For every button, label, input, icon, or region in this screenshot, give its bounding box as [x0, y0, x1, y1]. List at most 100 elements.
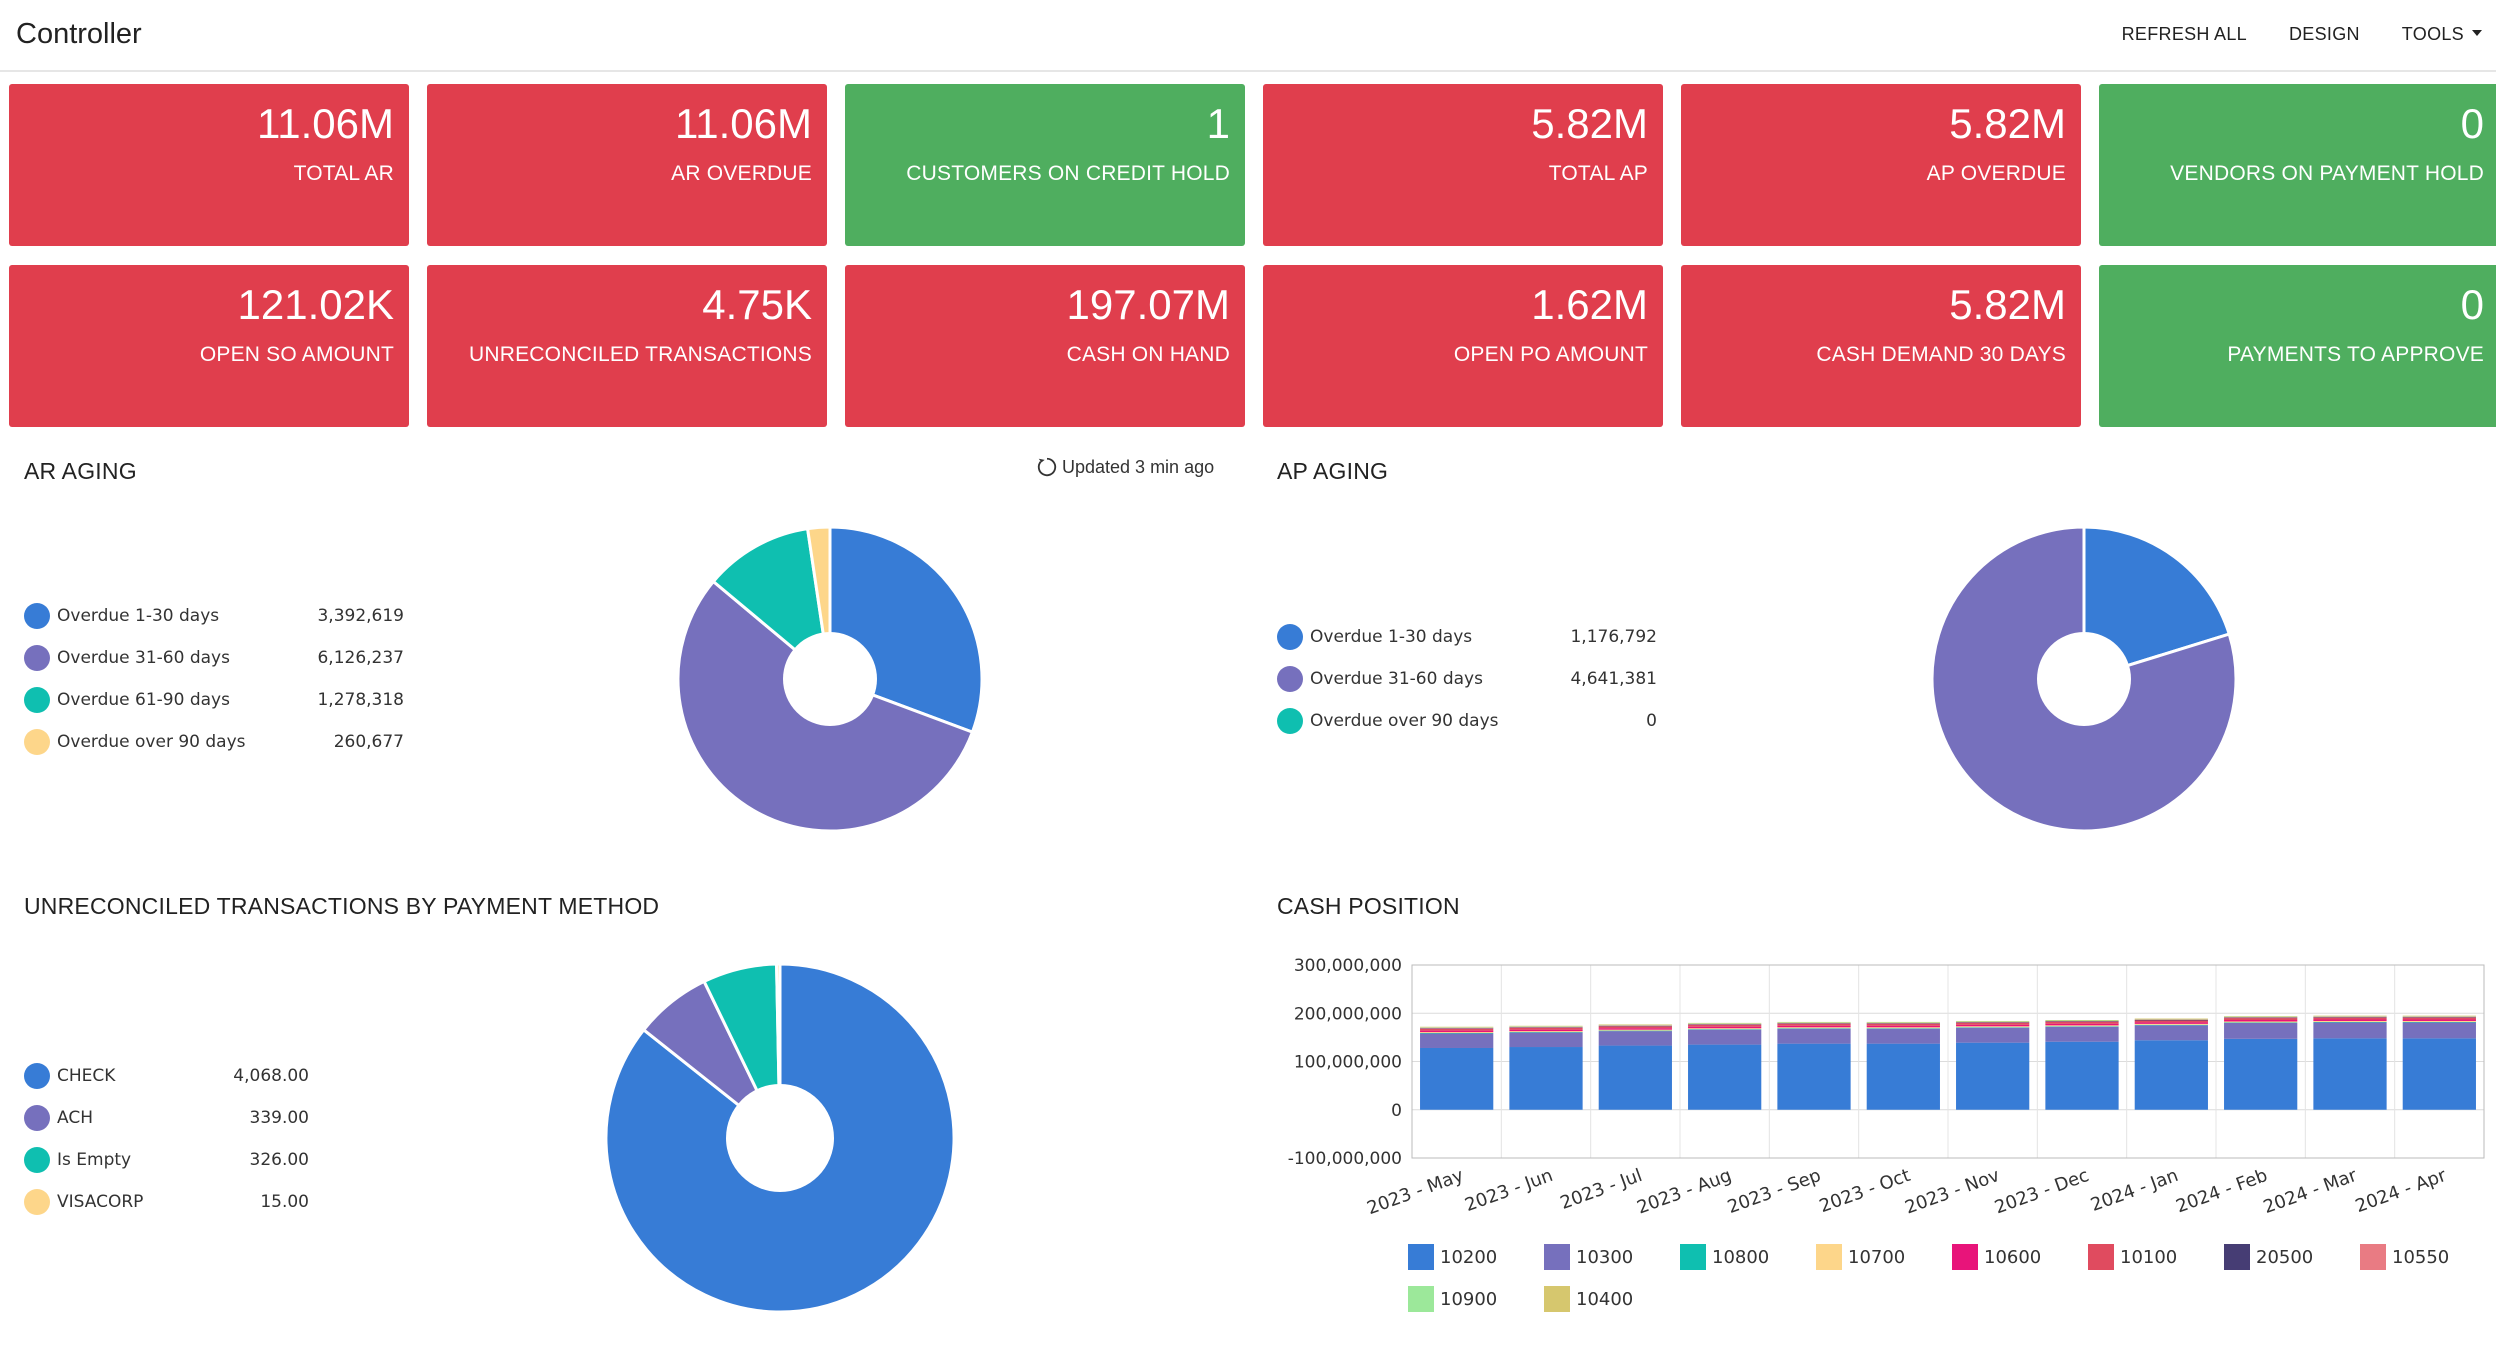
bar-segment-10600[interactable]	[2045, 1023, 2119, 1026]
legend-item-10600[interactable]: 10600	[1952, 1244, 2041, 1270]
bar-segment-10900[interactable]	[1598, 1024, 1672, 1026]
bar-segment-10700[interactable]	[2313, 1020, 2387, 1022]
bar-segment-10300[interactable]	[1420, 1033, 1494, 1048]
bar-segment-10800[interactable]	[1598, 1030, 1672, 1032]
bar-segment-10700[interactable]	[2045, 1025, 2119, 1027]
kpi-tile-unreconciled-transactions[interactable]: 4.75K UNRECONCILED TRANSACTIONS	[427, 265, 827, 427]
bar-segment-10800[interactable]	[1509, 1032, 1583, 1033]
bar-segment-10900[interactable]	[1688, 1023, 1762, 1024]
bar-segment-10800[interactable]	[1956, 1027, 2030, 1028]
bar-segment-10400[interactable]	[1598, 1024, 1672, 1025]
bar-segment-10800[interactable]	[2134, 1024, 2208, 1026]
bar-segment-10900[interactable]	[2402, 1016, 2476, 1017]
legend-item-10400[interactable]: 10400	[1544, 1286, 1633, 1312]
bar-segment-10550[interactable]	[1866, 1022, 1940, 1024]
legend-item-10550[interactable]: 10550	[2360, 1244, 2449, 1270]
bar-segment-10700[interactable]	[1956, 1026, 2030, 1028]
bar-segment-10400[interactable]	[2045, 1020, 2119, 1021]
bar-segment-10550[interactable]	[1420, 1027, 1494, 1029]
legend-item[interactable]: Is Empty 326.00	[24, 1145, 309, 1175]
bar-segment-10200[interactable]	[1777, 1043, 1851, 1110]
kpi-tile-total-ar[interactable]: 11.06M TOTAL AR	[9, 84, 409, 246]
bar-segment-10800[interactable]	[1777, 1028, 1851, 1029]
bar-segment-10600[interactable]	[1509, 1029, 1583, 1032]
bar-segment-20500[interactable]	[1688, 1024, 1762, 1025]
bar-segment-10400[interactable]	[2313, 1015, 2387, 1017]
bar-segment-10800[interactable]	[1420, 1033, 1494, 1034]
bar-segment-10600[interactable]	[1777, 1025, 1851, 1028]
bar-segment-10600[interactable]	[1688, 1026, 1762, 1029]
bar-segment-10400[interactable]	[1866, 1021, 1940, 1023]
bar-segment-10100[interactable]	[1956, 1022, 2030, 1025]
bar-segment-10700[interactable]	[2224, 1021, 2298, 1023]
bar-segment-10800[interactable]	[2313, 1021, 2387, 1023]
bar-segment-20500[interactable]	[1866, 1023, 1940, 1024]
bar-segment-10100[interactable]	[1420, 1028, 1494, 1031]
bar-segment-10400[interactable]	[2134, 1018, 2208, 1020]
bar-segment-10550[interactable]	[1509, 1026, 1583, 1028]
bar-segment-10550[interactable]	[2045, 1020, 2119, 1022]
bar-segment-20500[interactable]	[2313, 1017, 2387, 1018]
kpi-tile-ar-overdue[interactable]: 11.06M AR OVERDUE	[427, 84, 827, 246]
bar-segment-10900[interactable]	[1956, 1021, 2030, 1022]
bar-segment-10600[interactable]	[1956, 1024, 2030, 1027]
bar-segment-10550[interactable]	[1688, 1023, 1762, 1025]
bar-segment-10700[interactable]	[1420, 1032, 1494, 1034]
kpi-tile-cash-demand-30-days[interactable]: 5.82M CASH DEMAND 30 DAYS	[1681, 265, 2081, 427]
bar-segment-10200[interactable]	[2313, 1038, 2387, 1110]
bar-segment-10900[interactable]	[1866, 1022, 1940, 1023]
bar-segment-10600[interactable]	[2224, 1020, 2298, 1022]
bar-segment-10550[interactable]	[2402, 1016, 2476, 1018]
bar-segment-10200[interactable]	[2402, 1038, 2476, 1110]
bar-segment-10200[interactable]	[1509, 1047, 1583, 1110]
bar-segment-20500[interactable]	[2045, 1021, 2119, 1022]
bar-segment-10200[interactable]	[2134, 1040, 2208, 1110]
bar-segment-10700[interactable]	[2134, 1023, 2208, 1025]
bar-segment-10300[interactable]	[2045, 1026, 2119, 1042]
bar-segment-20500[interactable]	[2402, 1017, 2476, 1018]
bar-segment-10400[interactable]	[1509, 1025, 1583, 1027]
kpi-tile-customers-on-credit-hold[interactable]: 1 CUSTOMERS ON CREDIT HOLD	[845, 84, 1245, 246]
bar-segment-10700[interactable]	[1598, 1029, 1672, 1031]
bar-segment-10900[interactable]	[1777, 1022, 1851, 1023]
legend-item[interactable]: Overdue over 90 days 260,677	[24, 727, 404, 757]
bar-segment-10900[interactable]	[1420, 1027, 1494, 1028]
bar-segment-10700[interactable]	[1509, 1031, 1583, 1033]
legend-item-10800[interactable]: 10800	[1680, 1244, 1769, 1270]
bar-segment-10550[interactable]	[1598, 1025, 1672, 1026]
kpi-tile-cash-on-hand[interactable]: 197.07M CASH ON HAND	[845, 265, 1245, 427]
bar-segment-10600[interactable]	[2402, 1019, 2476, 1021]
kpi-tile-vendors-on-payment-hold[interactable]: 0 VENDORS ON PAYMENT HOLD	[2099, 84, 2496, 246]
bar-segment-10100[interactable]	[2313, 1017, 2387, 1020]
legend-item[interactable]: CHECK 4,068.00	[24, 1061, 309, 1091]
legend-item-10100[interactable]: 10100	[2088, 1244, 2177, 1270]
legend-item-10900[interactable]: 10900	[1408, 1286, 1497, 1312]
bar-segment-10400[interactable]	[2224, 1016, 2298, 1017]
bar-segment-10300[interactable]	[1509, 1032, 1583, 1048]
bar-segment-10100[interactable]	[2402, 1017, 2476, 1020]
legend-item[interactable]: ACH 339.00	[24, 1103, 309, 1133]
bar-segment-10400[interactable]	[1420, 1026, 1494, 1028]
pie-slice-overdue-1-30-days[interactable]	[2082, 525, 2232, 682]
bar-segment-10200[interactable]	[2224, 1038, 2298, 1110]
tools-menu-button[interactable]: TOOLS	[2402, 24, 2482, 45]
bar-segment-10700[interactable]	[1777, 1027, 1851, 1029]
bar-segment-20500[interactable]	[1777, 1023, 1851, 1024]
bar-segment-10900[interactable]	[2134, 1019, 2208, 1020]
bar-segment-10900[interactable]	[1509, 1026, 1583, 1027]
bar-segment-10300[interactable]	[2402, 1022, 2476, 1039]
bar-segment-10700[interactable]	[1688, 1028, 1762, 1030]
bar-segment-10600[interactable]	[2313, 1019, 2387, 1021]
kpi-tile-total-ap[interactable]: 5.82M TOTAL AP	[1263, 84, 1663, 246]
legend-item-20500[interactable]: 20500	[2224, 1244, 2313, 1270]
bar-segment-10300[interactable]	[2224, 1022, 2298, 1039]
bar-segment-20500[interactable]	[1509, 1027, 1583, 1028]
bar-segment-10550[interactable]	[1956, 1021, 2030, 1023]
legend-item[interactable]: Overdue 1-30 days 1,176,792	[1277, 622, 1657, 652]
kpi-tile-ap-overdue[interactable]: 5.82M AP OVERDUE	[1681, 84, 2081, 246]
bar-segment-10200[interactable]	[1420, 1047, 1494, 1110]
legend-item-10200[interactable]: 10200	[1408, 1244, 1497, 1270]
bar-segment-10600[interactable]	[1420, 1030, 1494, 1033]
bar-segment-10200[interactable]	[1866, 1043, 1940, 1110]
bar-segment-10400[interactable]	[1777, 1021, 1851, 1023]
